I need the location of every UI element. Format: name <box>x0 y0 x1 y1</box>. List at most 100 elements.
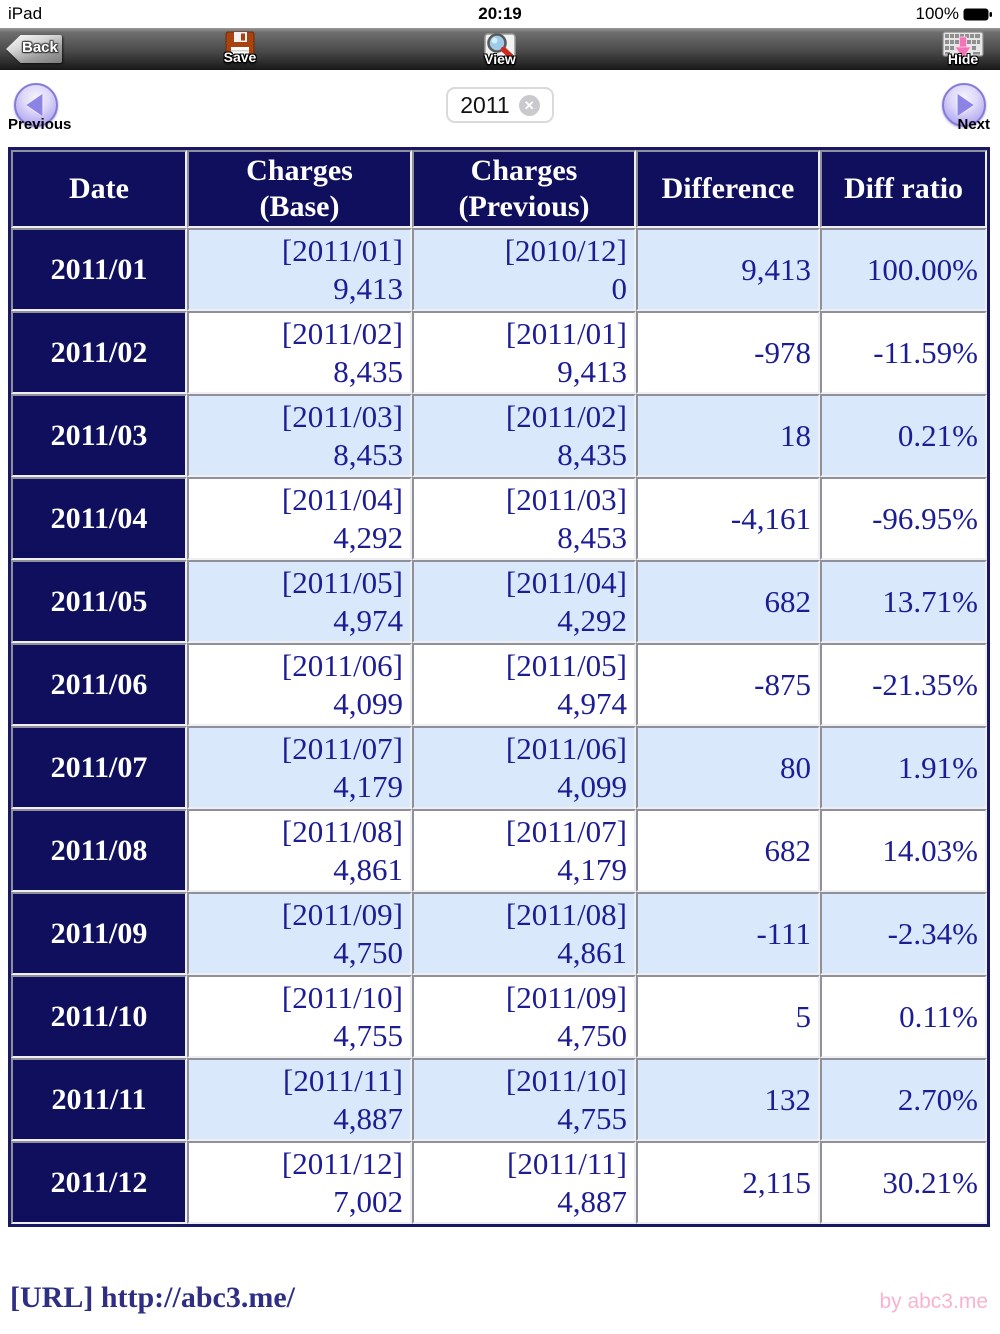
save-button-label: Save <box>223 49 257 65</box>
charges-previous-cell: [2011/10] 4,755 <box>412 1058 636 1141</box>
difference-cell: 80 <box>636 726 820 809</box>
diff-ratio-cell: -96.95% <box>820 477 987 560</box>
table-row: 2011/02 [2011/02] 8,435 [2011/01] 9,413 -978-… <box>11 311 987 394</box>
charges-previous-cell: [2011/01] 9,413 <box>412 311 636 394</box>
charges-previous-cell: [2011/11] 4,887 <box>412 1141 636 1224</box>
charges-base-cell: [2011/09] 4,750 <box>187 892 412 975</box>
charges-previous-cell: [2011/08] 4,861 <box>412 892 636 975</box>
diff-ratio-cell: -2.34% <box>820 892 987 975</box>
pager-row: Previous 2011 ✕ Next <box>0 70 1000 146</box>
table-row: 2011/04 [2011/04] 4,292 [2011/03] 8,453 -4,16… <box>11 477 987 560</box>
date-cell: 2011/06 <box>11 643 187 726</box>
diff-ratio-cell: 0.21% <box>820 394 987 477</box>
diff-ratio-cell: 0.11% <box>820 975 987 1058</box>
table-row: 2011/01 [2011/01] 9,413 [2010/12] 0 9,413 100.… <box>11 228 987 311</box>
date-cell: 2011/12 <box>11 1141 187 1224</box>
previous-button-label: Previous <box>8 116 72 133</box>
footer-credit: by abc3.me <box>879 1290 988 1313</box>
date-cell: 2011/11 <box>11 1058 187 1141</box>
charges-base-cell: [2011/07] 4,179 <box>187 726 412 809</box>
year-input[interactable]: 2011 ✕ <box>446 87 554 123</box>
charges-previous-cell: [2011/06] 4,099 <box>412 726 636 809</box>
back-button-label: Back <box>22 39 58 56</box>
view-icon <box>484 33 516 60</box>
diff-ratio-cell: 1.91% <box>820 726 987 809</box>
next-arrow-icon <box>957 94 974 116</box>
table-row: 2011/09 [2011/09] 4,750 [2011/08] 4,861 -111-… <box>11 892 987 975</box>
diff-ratio-cell: 13.71% <box>820 560 987 643</box>
charges-base-cell: [2011/03] 8,453 <box>187 394 412 477</box>
column-header: Charges (Previous) <box>412 150 636 228</box>
status-bar: iPad 20:19 100% <box>0 0 1000 28</box>
keyboard-hide-icon <box>942 31 984 59</box>
footer-url-link[interactable]: [URL] http://abc3.me/ <box>10 1281 295 1314</box>
diff-ratio-cell: 14.03% <box>820 809 987 892</box>
difference-cell: 18 <box>636 394 820 477</box>
charges-table: Date Charges (Base) Charges (Previous) Differ… <box>8 147 990 1227</box>
next-button[interactable] <box>942 83 986 127</box>
column-header: Date <box>11 150 187 228</box>
difference-cell: -875 <box>636 643 820 726</box>
table-row: 2011/10 [2011/10] 4,755 [2011/09] 4,750 5 0.11… <box>11 975 987 1058</box>
table-row: 2011/08 [2011/08] 4,861 [2011/07] 4,179 682 14… <box>11 809 987 892</box>
diff-ratio-cell: 2.70% <box>820 1058 987 1141</box>
difference-cell: 682 <box>636 560 820 643</box>
charges-base-cell: [2011/06] 4,099 <box>187 643 412 726</box>
back-button[interactable]: Back <box>6 35 62 63</box>
date-cell: 2011/03 <box>11 394 187 477</box>
charges-base-cell: [2011/01] 9,413 <box>187 228 412 311</box>
difference-cell: 2,115 <box>636 1141 820 1224</box>
charges-previous-cell: [2011/07] 4,179 <box>412 809 636 892</box>
diff-ratio-cell: 30.21% <box>820 1141 987 1224</box>
table-row: 2011/07 [2011/07] 4,179 [2011/06] 4,099 80 1.9… <box>11 726 987 809</box>
date-cell: 2011/02 <box>11 311 187 394</box>
charges-previous-cell: [2011/02] 8,435 <box>412 394 636 477</box>
charges-previous-cell: [2011/05] 4,974 <box>412 643 636 726</box>
date-cell: 2011/07 <box>11 726 187 809</box>
column-header: Difference <box>636 150 820 228</box>
next-button-label: Next <box>957 116 990 133</box>
header-row: Date Charges (Base) Charges (Previous) Differ… <box>11 150 987 228</box>
date-cell: 2011/01 <box>11 228 187 311</box>
date-cell: 2011/05 <box>11 560 187 643</box>
clear-icon[interactable]: ✕ <box>518 94 540 116</box>
previous-button[interactable] <box>14 83 58 127</box>
charges-previous-cell: [2011/03] 8,453 <box>412 477 636 560</box>
charges-base-cell: [2011/10] 4,755 <box>187 975 412 1058</box>
difference-cell: -978 <box>636 311 820 394</box>
hide-keyboard-button[interactable]: Hide <box>928 29 998 69</box>
table-row: 2011/11 [2011/11] 4,887 [2011/10] 4,755 132 2.… <box>11 1058 987 1141</box>
difference-cell: 682 <box>636 809 820 892</box>
diff-ratio-cell: 100.00% <box>820 228 987 311</box>
charges-previous-cell: [2011/04] 4,292 <box>412 560 636 643</box>
difference-cell: 5 <box>636 975 820 1058</box>
clock: 20:19 <box>478 4 522 23</box>
diff-ratio-cell: -21.35% <box>820 643 987 726</box>
charges-base-cell: [2011/05] 4,974 <box>187 560 412 643</box>
save-button[interactable]: Save <box>205 29 275 69</box>
previous-arrow-icon <box>26 94 43 116</box>
charges-base-cell: [2011/04] 4,292 <box>187 477 412 560</box>
view-button-label: View <box>484 51 516 67</box>
carrier-label: iPad <box>8 4 43 23</box>
battery-icon <box>963 8 992 20</box>
charges-previous-cell: [2010/12] 0 <box>412 228 636 311</box>
difference-cell: -111 <box>636 892 820 975</box>
year-value: 2011 <box>460 91 510 118</box>
column-header: Diff ratio <box>820 150 987 228</box>
date-cell: 2011/09 <box>11 892 187 975</box>
charges-base-cell: [2011/11] 4,887 <box>187 1058 412 1141</box>
save-icon <box>225 31 255 59</box>
charges-base-cell: [2011/08] 4,861 <box>187 809 412 892</box>
battery-percent: 100% <box>915 4 959 23</box>
difference-cell: -4,161 <box>636 477 820 560</box>
toolbar: Back Save View <box>0 28 1000 70</box>
table-row: 2011/06 [2011/06] 4,099 [2011/05] 4,974 -875-… <box>11 643 987 726</box>
difference-cell: 132 <box>636 1058 820 1141</box>
charges-previous-cell: [2011/09] 4,750 <box>412 975 636 1058</box>
date-cell: 2011/04 <box>11 477 187 560</box>
table-row: 2011/03 [2011/03] 8,453 [2011/02] 8,435 18 0.2… <box>11 394 987 477</box>
view-button[interactable]: View <box>465 29 535 69</box>
column-header: Charges (Base) <box>187 150 412 228</box>
